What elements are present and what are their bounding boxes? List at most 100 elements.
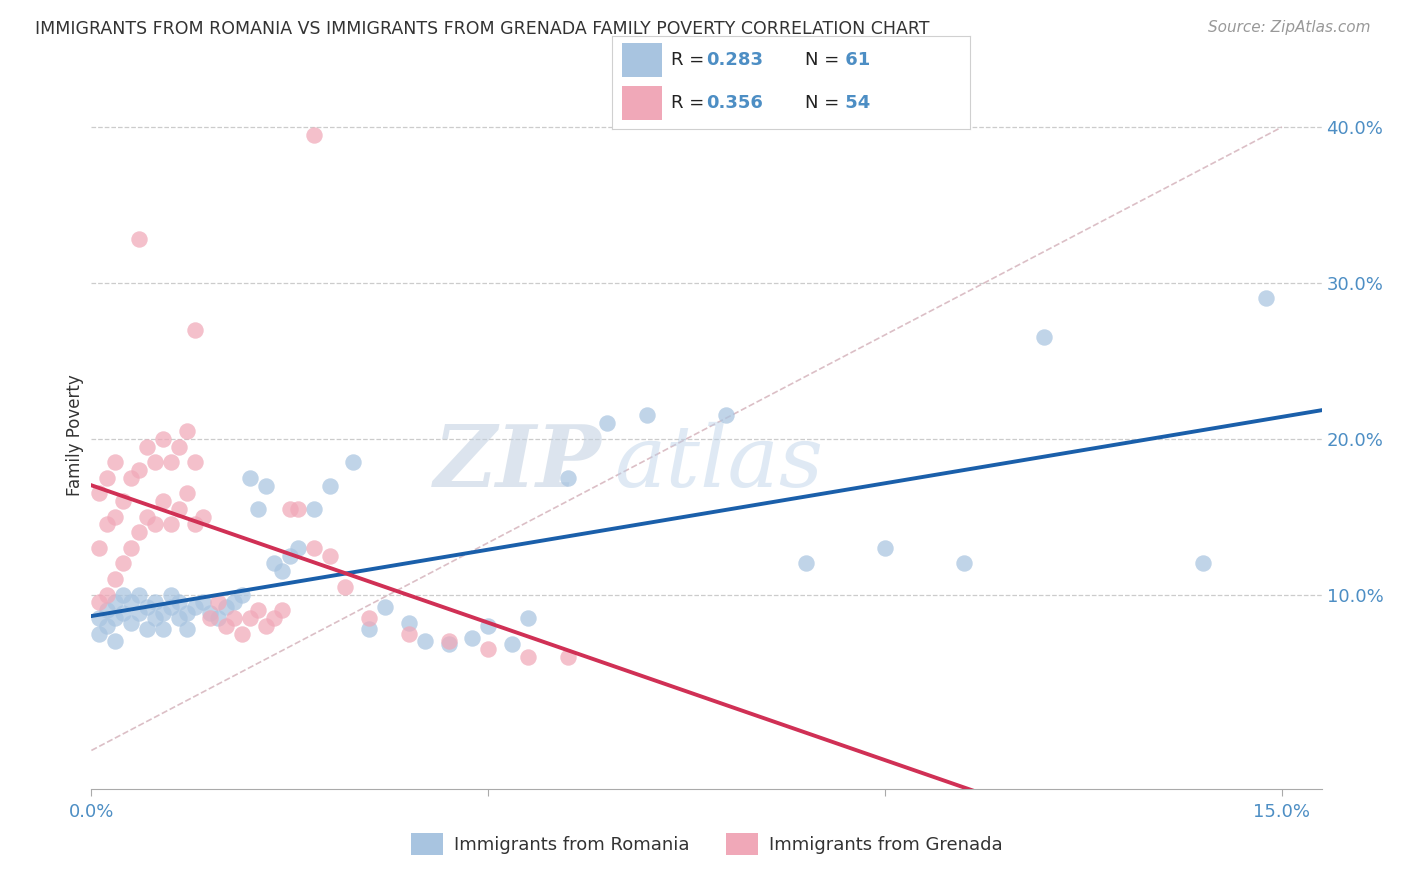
Point [104,455,127,469]
Point [875,541,897,555]
Point [278,549,301,563]
Point [159,517,181,532]
Point [247,501,270,516]
Point [318,478,340,492]
Point [89,595,111,609]
Legend: Immigrants from Romania, Immigrants from Grenada: Immigrants from Romania, Immigrants from… [404,825,1010,862]
Point [270,603,292,617]
Point [176,486,198,500]
Point [215,619,238,633]
Point [120,615,142,630]
Point [1254,292,1277,306]
Point [239,471,262,485]
Point [398,615,420,630]
Point [1032,330,1054,344]
Point [359,622,381,636]
Point [302,541,325,555]
Text: N =: N = [806,51,845,69]
Point [335,580,357,594]
Point [104,572,127,586]
Point [96,517,118,532]
Point [359,611,381,625]
Point [89,611,111,625]
Point [247,603,270,617]
Point [96,619,118,633]
Text: 0.283: 0.283 [707,51,763,69]
Point [254,619,277,633]
Point [96,603,118,617]
Point [104,611,127,625]
Point [152,622,174,636]
Point [176,607,198,621]
Text: N =: N = [806,95,845,112]
Text: 54: 54 [839,95,870,112]
Point [136,509,159,524]
Point [167,501,190,516]
Point [477,642,499,657]
Point [557,649,579,664]
Point [516,611,538,625]
Point [128,463,150,477]
Point [374,600,396,615]
Point [120,471,142,485]
Point [128,588,150,602]
Point [152,494,174,508]
Point [207,595,229,609]
Point [128,232,150,246]
Point [953,557,976,571]
Point [183,600,205,615]
Bar [623,87,662,120]
Point [136,440,159,454]
Point [112,557,135,571]
Text: R =: R = [671,95,710,112]
Y-axis label: Family Poverty: Family Poverty [66,374,84,496]
Point [254,478,277,492]
Point [302,501,325,516]
Point [278,501,301,516]
Point [239,611,262,625]
Point [342,455,364,469]
Point [437,638,460,652]
Point [128,525,150,540]
Text: IMMIGRANTS FROM ROMANIA VS IMMIGRANTS FROM GRENADA FAMILY POVERTY CORRELATION CH: IMMIGRANTS FROM ROMANIA VS IMMIGRANTS FR… [35,20,929,37]
Point [794,557,817,571]
Point [302,128,325,142]
Point [96,471,118,485]
Point [716,409,738,423]
Point [104,595,127,609]
Point [183,455,205,469]
Point [159,600,181,615]
Point [128,607,150,621]
Point [159,588,181,602]
Text: 61: 61 [839,51,870,69]
Point [104,634,127,648]
Point [215,600,238,615]
Point [183,323,205,337]
Point [143,455,166,469]
Text: 0.356: 0.356 [707,95,763,112]
Point [176,424,198,438]
Point [207,611,229,625]
Point [231,626,253,640]
Point [152,607,174,621]
Point [112,588,135,602]
Text: Source: ZipAtlas.com: Source: ZipAtlas.com [1208,20,1371,35]
Point [120,541,142,555]
Point [176,622,198,636]
Point [437,634,460,648]
Point [200,607,222,621]
Point [413,634,436,648]
Point [231,588,253,602]
Point [596,416,619,430]
Point [224,611,246,625]
Point [104,509,127,524]
Point [143,517,166,532]
Point [318,549,340,563]
Point [398,626,420,640]
Point [143,595,166,609]
Point [183,517,205,532]
Point [143,611,166,625]
Bar [623,43,662,77]
Point [96,588,118,602]
Point [136,600,159,615]
